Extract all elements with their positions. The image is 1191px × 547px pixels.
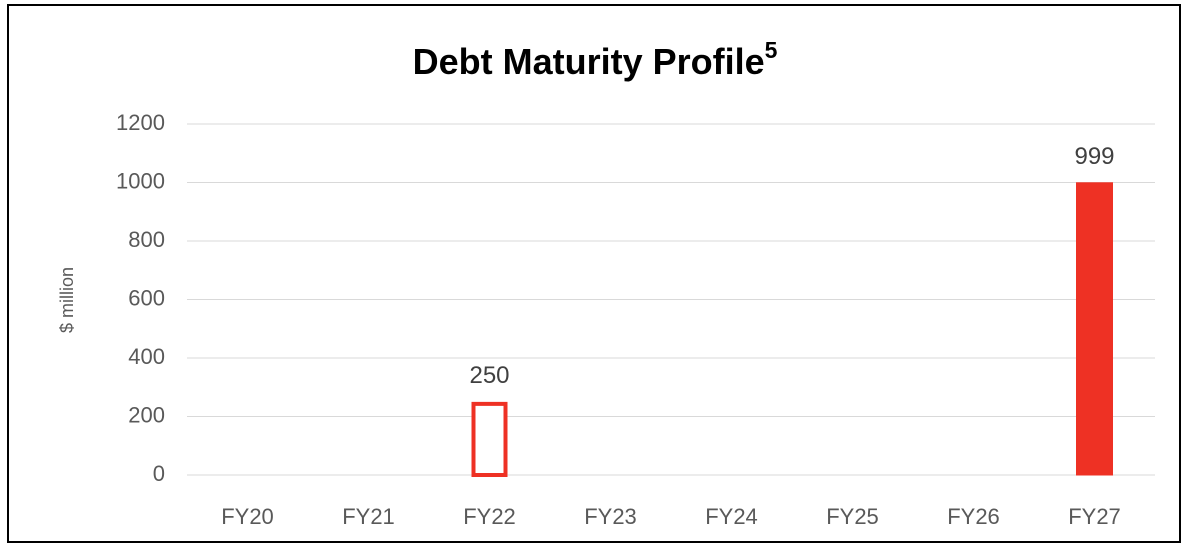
y-tick-label: 200 — [128, 402, 165, 427]
y-tick-label: 1200 — [116, 110, 165, 135]
bar — [1076, 182, 1113, 476]
x-tick-label: FY26 — [947, 504, 1000, 529]
data-label: 250 — [469, 362, 509, 389]
y-tick-label: 400 — [128, 344, 165, 369]
x-tick-label: FY27 — [1068, 504, 1121, 529]
x-tick-label: FY22 — [463, 504, 516, 529]
y-tick-label: 600 — [128, 285, 165, 310]
y-axis-label: $ million — [57, 267, 77, 333]
x-tick-label: FY20 — [221, 504, 274, 529]
title-superscript: 5 — [765, 37, 778, 63]
bar — [471, 401, 508, 477]
x-tick-label: FY23 — [584, 504, 637, 529]
x-tick-label: FY24 — [705, 504, 758, 529]
x-tick-label: FY25 — [826, 504, 879, 529]
data-label: 999 — [1074, 143, 1114, 170]
title-text: Debt Maturity Profile — [413, 41, 765, 82]
chart-title: Debt Maturity Profile5 — [413, 37, 778, 81]
chart-frame — [7, 4, 1181, 543]
y-tick-label: 0 — [153, 461, 165, 486]
y-tick-label: 800 — [128, 227, 165, 252]
y-tick-label: 1000 — [116, 168, 165, 193]
x-tick-label: FY21 — [342, 504, 395, 529]
